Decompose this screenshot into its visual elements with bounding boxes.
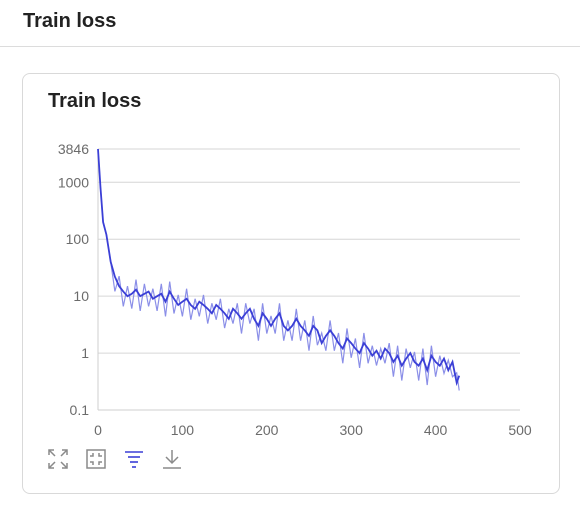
filter-icon bbox=[125, 451, 143, 468]
x-tick-label: 300 bbox=[340, 422, 364, 438]
fit-button[interactable] bbox=[85, 448, 107, 470]
chart-title: Train loss bbox=[48, 90, 142, 112]
chart-toolbar bbox=[47, 448, 183, 472]
download-icon bbox=[163, 450, 181, 469]
y-tick-label: 3846 bbox=[58, 141, 89, 157]
series-raw-line bbox=[97, 148, 460, 391]
chart-card: Train loss 0.1 1 10 100 1000 3846 0 100 200 300 40… bbox=[22, 73, 560, 494]
x-tick-label: 200 bbox=[255, 422, 279, 438]
filter-button[interactable] bbox=[123, 448, 145, 470]
x-tick-label: 500 bbox=[508, 422, 532, 438]
y-tick-label: 10 bbox=[73, 288, 89, 304]
y-tick-label: 100 bbox=[66, 231, 90, 247]
y-tick-label: 1 bbox=[81, 345, 89, 361]
x-tick-label: 0 bbox=[94, 422, 102, 438]
fit-icon bbox=[86, 449, 106, 469]
fullscreen-icon bbox=[48, 449, 68, 469]
x-tick-label: 400 bbox=[424, 422, 448, 438]
download-button[interactable] bbox=[161, 448, 183, 470]
fullscreen-button[interactable] bbox=[47, 448, 69, 470]
train-loss-chart[interactable]: 0.1 1 10 100 1000 3846 0 100 200 300 400 500 bbox=[23, 74, 559, 444]
page-title: Train loss bbox=[23, 10, 117, 32]
x-tick-label: 100 bbox=[171, 422, 195, 438]
y-tick-label: 1000 bbox=[58, 174, 89, 190]
series-line bbox=[97, 148, 461, 387]
page-header: Train loss bbox=[0, 0, 580, 47]
y-tick-label: 0.1 bbox=[70, 402, 90, 418]
